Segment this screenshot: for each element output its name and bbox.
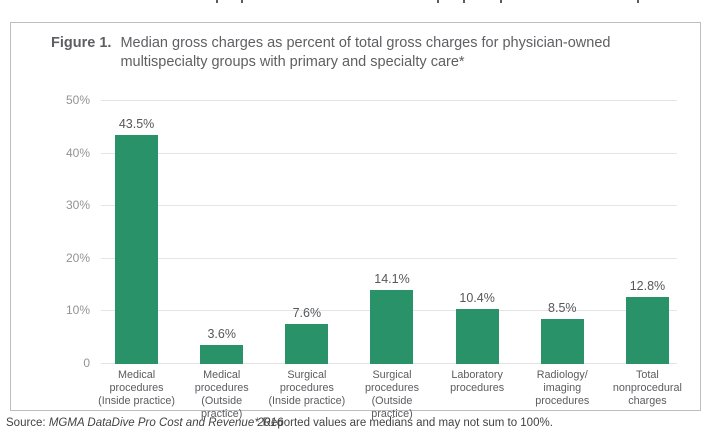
bar-value-label: 10.4% <box>459 291 495 306</box>
category-label-line: Laboratory <box>451 369 503 381</box>
category-label-line: nonprocedural <box>612 382 682 394</box>
cropped-text-fragment <box>500 0 502 3</box>
category-label-line: procedures <box>535 395 590 407</box>
source-label: Source: <box>6 417 46 429</box>
bar-value-label: 3.6% <box>207 327 236 342</box>
bar <box>200 345 244 364</box>
category-label-line: Total <box>636 369 659 381</box>
category-label-line: (Outside practice) <box>201 395 243 420</box>
cropped-text-fragment <box>637 0 639 3</box>
bar <box>540 319 584 364</box>
category-label-line: Surgical <box>287 369 327 381</box>
bar-value-label: 7.6% <box>292 306 322 321</box>
y-axis-tick-label: 10% <box>65 303 90 318</box>
category-label: Medical procedures (Inside practice) <box>94 369 179 421</box>
category-label-line: Radiology/ <box>536 369 588 381</box>
bar-column: 3.6% <box>179 101 264 364</box>
figure-title-line1: Median gross charges as percent of total… <box>120 35 611 51</box>
category-label-line: Surgical <box>372 369 412 381</box>
y-axis-tick-label: 30% <box>65 198 90 213</box>
bar-column: 10.4% <box>435 101 520 364</box>
category-label: Surgical procedures (Inside practice) <box>264 369 349 421</box>
category-label-line: procedures <box>450 382 505 394</box>
gridline <box>101 205 677 207</box>
bar-column: 43.5% <box>94 101 179 364</box>
bar-column: 14.1% <box>349 101 434 364</box>
category-label-line: procedures <box>109 382 164 394</box>
category-label-line: procedures <box>279 382 334 394</box>
x-axis-labels: Medical procedures (Inside practice) Medica… <box>94 369 690 421</box>
category-label-line: Medical <box>117 369 156 381</box>
gridline <box>101 152 677 154</box>
bar-value-label: 43.5% <box>118 117 155 132</box>
bar <box>625 296 669 364</box>
bar-value-label: 12.8% <box>629 278 666 293</box>
category-label: Laboratory procedures <box>435 369 520 421</box>
category-label-line: charges <box>628 395 667 407</box>
bar <box>115 135 159 364</box>
category-label: Total nonprocedural charges <box>605 369 690 421</box>
category-label-line: (Inside practice) <box>98 395 175 407</box>
figure-panel: Figure 1. Median gross charges as percen… <box>10 22 701 420</box>
category-label-line: procedures <box>364 382 419 394</box>
bar <box>370 289 414 364</box>
y-axis-tick-label: 40% <box>65 145 90 160</box>
category-label: Radiology/imaging procedures <box>520 369 605 421</box>
figure-title: Figure 1. Median gross charges as percen… <box>51 34 695 72</box>
y-axis-tick-label: 0 <box>83 356 90 370</box>
y-axis-tick-label: 50% <box>65 93 90 107</box>
footnote: * Reported values are medians and may no… <box>255 417 553 429</box>
cropped-text-fragment <box>463 0 465 3</box>
bar <box>285 324 329 364</box>
bar-value-label: 8.5% <box>548 301 577 316</box>
category-label-line: (Outside practice) <box>371 395 413 420</box>
bar-column: 12.8% <box>605 101 690 364</box>
cropped-text-fragment <box>437 0 439 3</box>
y-axis-tick-label: 20% <box>65 250 90 265</box>
figure-title-text: Median gross charges as percent of total… <box>120 34 695 72</box>
bar-value-label: 14.1% <box>374 271 410 286</box>
gridline <box>101 100 677 101</box>
category-label: Medical procedures (Outside practice) <box>179 369 264 421</box>
category-label-line: Medical <box>203 369 241 381</box>
cropped-text-fragment <box>241 0 243 3</box>
category-label-line: (Inside practice) <box>268 395 346 407</box>
category-label: Surgical procedures (Outside practice) <box>349 369 434 421</box>
category-label-line: imaging <box>543 382 582 394</box>
cropped-text-fragment <box>216 0 218 3</box>
bar <box>455 309 499 364</box>
figure-label: Figure 1. <box>51 35 112 51</box>
source-note: Source: MGMA DataDive Pro Cost and Reven… <box>6 417 283 429</box>
category-label-line: procedures <box>194 382 249 394</box>
bar-series: 43.5% 3.6% 7.6% 14.1% 10.4% 8.5% 12.8% <box>94 101 690 364</box>
y-axis: 50% 40% 30% 20% 10% 0 <box>41 93 96 370</box>
gridline <box>101 257 677 259</box>
bar-column: 8.5% <box>520 101 605 364</box>
figure-title-line2: multispecialty groups with primary and s… <box>120 54 465 70</box>
source-citation: MGMA DataDive Pro Cost and Revenue 2016 <box>48 417 284 429</box>
bar-column: 7.6% <box>264 101 349 364</box>
